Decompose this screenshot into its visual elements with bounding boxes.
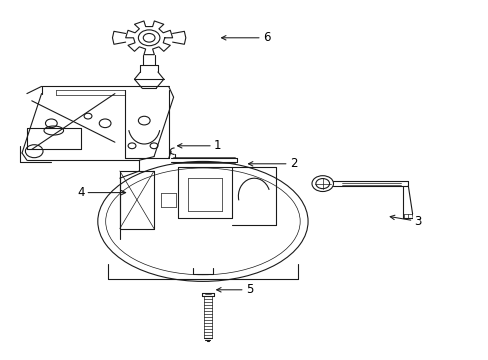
Text: 1: 1 xyxy=(177,139,221,152)
Text: 3: 3 xyxy=(389,215,421,228)
Text: 5: 5 xyxy=(216,283,253,296)
Text: 2: 2 xyxy=(248,157,297,170)
Text: 4: 4 xyxy=(77,186,125,199)
Text: 6: 6 xyxy=(221,31,270,44)
